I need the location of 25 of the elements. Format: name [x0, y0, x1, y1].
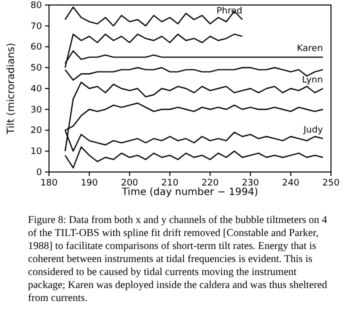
x-tick-label: 210 — [161, 178, 179, 188]
y-tick-label: 0 — [36, 168, 42, 178]
x-axis-title: Time (day number − 1994) — [120, 187, 258, 198]
line-series — [64, 146, 324, 168]
x-tick-label: 190 — [80, 178, 98, 188]
y-tick-label: 60 — [30, 42, 42, 53]
caption: Figure 8: Data from both x and y channels of the bubble tiltmeters on 4 of the TILT-OBS with spline fit drift removed [Constable and Parker, 1988] to facilitate comparisons of short-term tilt rates. Energy that is coherent between instruments at tidal frequencies is evident. This is considered to be caused by tidal currents moving the instrument package; Karen was deployed inside the caldera and was thus sheltered from currents. — [28, 215, 328, 304]
x-tick-label: 250 — [322, 178, 340, 188]
series-label: Judy — [302, 126, 324, 136]
x-tick-label: 200 — [120, 178, 138, 188]
y-tick-label: 70 — [30, 22, 42, 32]
y-tick-label: 80 — [30, 0, 42, 11]
x-tick-label: 220 — [202, 178, 219, 188]
series-label: Phred — [216, 6, 242, 17]
y-tick-label: 20 — [30, 126, 42, 136]
x-tick-label: 240 — [282, 178, 300, 188]
x-tick-label: 180 — [40, 178, 58, 188]
series-label: Lynn — [302, 76, 323, 86]
y-tick-label: 10 — [30, 147, 42, 158]
x-tick-label: 230 — [242, 178, 260, 188]
y-tick-label: 50 — [30, 64, 42, 74]
y-axis-title: Tilt (microradians) — [6, 42, 17, 136]
y-tick-label: 30 — [30, 105, 42, 116]
series-label: Karen — [296, 44, 323, 54]
y-tick-label: 40 — [30, 84, 42, 94]
